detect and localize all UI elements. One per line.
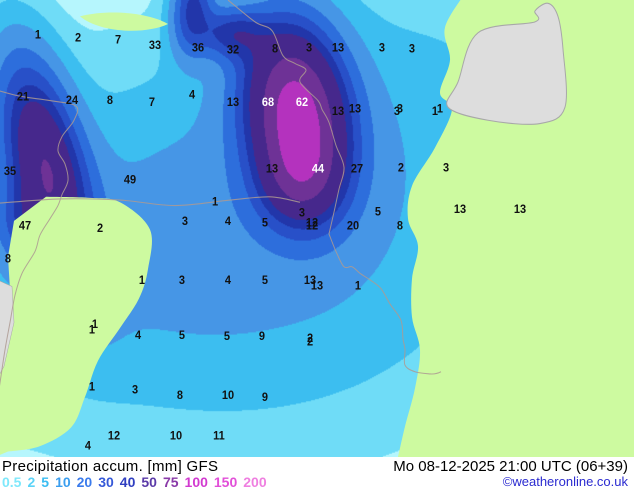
svg-text:12: 12	[108, 430, 120, 443]
svg-text:2: 2	[398, 162, 404, 175]
svg-text:4: 4	[85, 440, 92, 453]
svg-text:1: 1	[139, 275, 146, 288]
svg-text:1: 1	[35, 29, 42, 42]
svg-text:9: 9	[259, 331, 265, 344]
svg-text:7: 7	[115, 34, 121, 47]
svg-text:21: 21	[17, 91, 30, 104]
svg-text:8: 8	[397, 220, 404, 233]
svg-text:1: 1	[92, 319, 99, 332]
svg-text:10: 10	[222, 390, 234, 403]
svg-text:7: 7	[149, 97, 155, 110]
svg-text:8: 8	[177, 390, 184, 403]
svg-text:8: 8	[5, 253, 12, 266]
svg-text:8: 8	[107, 94, 114, 107]
svg-text:13: 13	[332, 42, 344, 55]
svg-text:1: 1	[212, 196, 219, 209]
svg-text:12: 12	[306, 217, 318, 230]
svg-text:35: 35	[4, 166, 17, 179]
svg-text:2: 2	[97, 222, 103, 235]
svg-text:3: 3	[394, 105, 400, 118]
svg-text:13: 13	[332, 105, 344, 118]
svg-text:68: 68	[262, 97, 275, 110]
svg-text:9: 9	[262, 392, 268, 405]
svg-text:32: 32	[227, 44, 239, 57]
svg-text:4: 4	[189, 89, 196, 102]
svg-text:1: 1	[89, 381, 96, 394]
svg-text:8: 8	[272, 43, 279, 56]
svg-text:13: 13	[514, 204, 526, 217]
svg-text:5: 5	[262, 275, 269, 288]
svg-text:13: 13	[311, 280, 323, 293]
svg-text:3: 3	[306, 42, 312, 55]
svg-text:13: 13	[349, 103, 361, 116]
svg-text:2: 2	[75, 32, 81, 45]
svg-text:24: 24	[66, 94, 79, 107]
svg-text:4: 4	[135, 330, 142, 343]
svg-text:3: 3	[379, 42, 385, 55]
svg-text:62: 62	[296, 97, 308, 110]
svg-text:1: 1	[432, 105, 439, 118]
svg-text:13: 13	[227, 97, 239, 110]
svg-text:47: 47	[19, 220, 31, 233]
svg-text:3: 3	[409, 43, 415, 56]
svg-text:49: 49	[124, 174, 136, 187]
svg-text:1: 1	[355, 280, 362, 293]
svg-text:13: 13	[266, 163, 278, 176]
svg-text:3: 3	[443, 162, 449, 175]
svg-text:11: 11	[213, 430, 225, 443]
svg-text:4: 4	[225, 216, 232, 229]
svg-text:33: 33	[149, 40, 161, 53]
svg-text:4: 4	[225, 275, 232, 288]
svg-text:2: 2	[307, 336, 313, 349]
svg-text:27: 27	[351, 163, 363, 176]
svg-text:44: 44	[312, 163, 325, 176]
svg-text:5: 5	[224, 331, 231, 344]
svg-text:5: 5	[375, 206, 382, 219]
svg-text:3: 3	[299, 207, 305, 220]
svg-text:36: 36	[192, 42, 204, 55]
svg-text:20: 20	[347, 220, 359, 233]
svg-text:5: 5	[179, 330, 186, 343]
svg-text:10: 10	[170, 430, 182, 443]
svg-text:3: 3	[182, 216, 188, 229]
svg-text:3: 3	[179, 275, 185, 288]
svg-text:3: 3	[132, 384, 138, 397]
svg-text:13: 13	[454, 204, 466, 217]
svg-text:5: 5	[262, 217, 269, 230]
